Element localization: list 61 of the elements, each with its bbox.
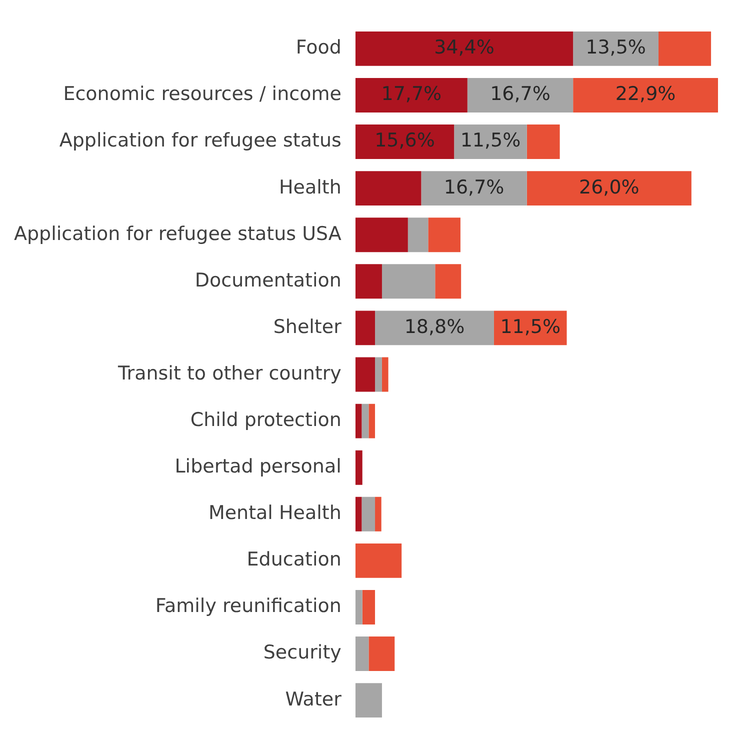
data-label: 26,0%: [578, 176, 640, 198]
y-tick-label: Education: [246, 548, 342, 571]
bar: [526, 171, 692, 206]
bar: [355, 31, 574, 66]
bar: [362, 404, 369, 438]
bar: [573, 78, 718, 112]
bar: [355, 124, 454, 159]
bar: [355, 78, 468, 112]
bar: [375, 310, 494, 346]
bar: [355, 171, 422, 206]
data-label: 11,5%: [460, 130, 521, 152]
bar: [355, 404, 362, 438]
data-label: 13,5%: [586, 36, 646, 59]
data-label: 11,5%: [500, 316, 561, 338]
bar: [408, 218, 428, 252]
bar: [368, 404, 376, 438]
bar: [355, 683, 382, 718]
bar: [375, 357, 382, 392]
data-label: 18,8%: [404, 316, 465, 338]
y-tick-label: Application for refugee status USA: [14, 222, 342, 245]
y-tick-label: Water: [285, 688, 342, 710]
bar: [658, 31, 712, 66]
bar: [355, 450, 362, 485]
y-tick-label: Transit to other country: [116, 362, 342, 384]
bar: [355, 218, 408, 252]
y-tick-label: Economic resources / income: [63, 83, 342, 106]
data-label: 16,7%: [490, 83, 550, 106]
y-tick-label: Security: [263, 642, 342, 664]
data-label: 17,7%: [381, 83, 442, 106]
y-tick-label: Mental Health: [208, 502, 342, 524]
bar: [355, 636, 369, 672]
y-tick-label: Food: [296, 36, 342, 59]
bar: [355, 590, 362, 624]
bar: [362, 496, 376, 532]
bar: [355, 310, 376, 346]
bar: [382, 357, 388, 392]
bar: [355, 357, 376, 392]
y-tick-label: Health: [279, 176, 342, 198]
y-tick-label: Family reunification: [155, 595, 342, 618]
bar: [526, 124, 560, 159]
data-label: 15,6%: [374, 130, 435, 152]
bar: [435, 264, 462, 299]
bar: [362, 590, 376, 624]
bar: [355, 496, 362, 532]
bar: [355, 543, 402, 578]
y-tick-label: Application for refugee status: [59, 130, 342, 152]
bar: [421, 171, 527, 206]
y-tick-label: Libertad personal: [174, 456, 342, 478]
bar: [573, 31, 659, 66]
y-tick-label: Shelter: [273, 316, 342, 338]
data-label: 22,9%: [615, 83, 676, 106]
bar: [382, 264, 436, 299]
bar: [368, 636, 395, 672]
bar: [428, 218, 460, 252]
data-label: 34,4%: [434, 36, 494, 59]
bar: [355, 264, 382, 299]
y-tick-label: Documentation: [194, 269, 342, 292]
y-tick-label: Child protection: [190, 408, 342, 431]
bar: [467, 78, 574, 112]
bar: [375, 496, 382, 532]
data-label: 16,7%: [444, 176, 504, 198]
